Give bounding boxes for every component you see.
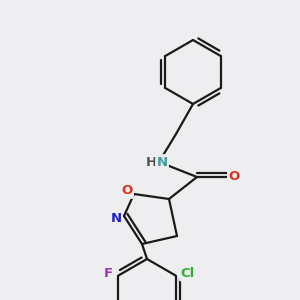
Text: H: H [146, 155, 157, 169]
Text: N: N [110, 212, 122, 224]
Text: O: O [122, 184, 133, 197]
Text: Cl: Cl [181, 267, 195, 280]
Text: N: N [156, 155, 168, 169]
Text: O: O [228, 170, 240, 184]
Text: F: F [104, 267, 113, 280]
